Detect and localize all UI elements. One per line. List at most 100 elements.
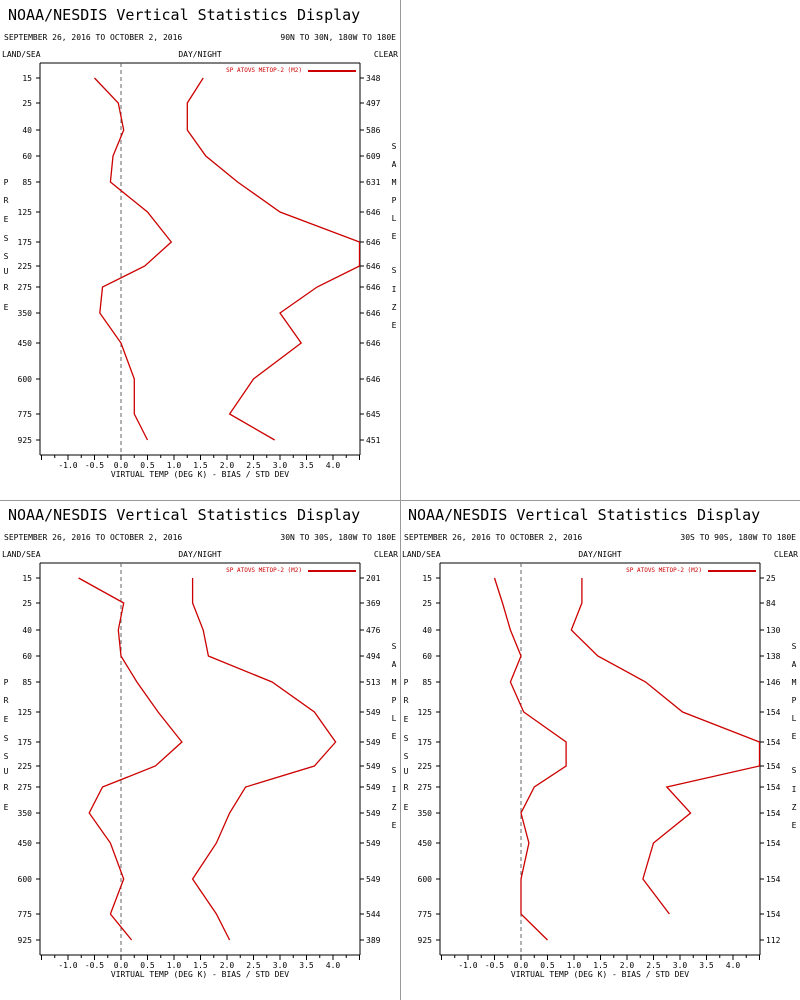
pressure-tick-label: 925 — [418, 936, 433, 945]
pressure-vertical-letter: E — [4, 715, 9, 724]
x-tick-label: 2.5 — [646, 961, 661, 970]
sample-vertical-letter: A — [392, 660, 397, 669]
x-tick-label: 2.0 — [620, 961, 635, 970]
pressure-tick-label: 600 — [18, 875, 33, 884]
x-tick-label: 3.0 — [673, 961, 688, 970]
sample-vertical-letter: S — [392, 642, 397, 651]
pressure-vertical-letter: E — [4, 215, 9, 224]
pressure-tick-label: 60 — [22, 152, 32, 161]
chart-title: NOAA/NESDIS Vertical Statistics Display — [8, 506, 360, 524]
sample-vertical-letter: L — [392, 214, 397, 223]
sample-vertical-letter: A — [392, 160, 397, 169]
pressure-vertical-letter: E — [4, 803, 9, 812]
pressure-vertical-letter: P — [404, 678, 409, 687]
pressure-vertical-letter: E — [4, 303, 9, 312]
sample-size-label: 389 — [366, 936, 381, 945]
sample-size-label: 84 — [766, 599, 776, 608]
pressure-vertical-letter: S — [4, 752, 9, 761]
date-range: SEPTEMBER 26, 2016 TO OCTOBER 2, 2016 — [4, 533, 182, 542]
x-tick-label: 2.0 — [220, 461, 235, 470]
size-vertical-letter: S — [392, 266, 397, 275]
pressure-vertical-letter: U — [4, 267, 9, 276]
pressure-vertical-letter: S — [404, 734, 409, 743]
x-tick-label: 1.5 — [593, 961, 608, 970]
sample-size-label: 25 — [766, 574, 776, 583]
sample-size-label: 451 — [366, 436, 381, 445]
x-tick-label: 1.0 — [567, 961, 582, 970]
chart-svg: NOAA/NESDIS Vertical Statistics Display S… — [402, 506, 798, 979]
sample-size-label: 549 — [366, 708, 381, 717]
pressure-tick-label: 25 — [422, 599, 432, 608]
sample-size-label: 646 — [366, 339, 381, 348]
pressure-vertical-letter: R — [4, 696, 9, 705]
size-vertical-letter: I — [392, 785, 397, 794]
sample-size-label: 646 — [366, 238, 381, 247]
pressure-vertical-letter: R — [4, 196, 9, 205]
pressure-vertical-letter: E — [404, 715, 409, 724]
pressure-tick-label: 60 — [422, 652, 432, 661]
x-tick-label: -1.0 — [58, 461, 77, 470]
x-tick-label: 0.0 — [114, 961, 129, 970]
pressure-vertical-letter: R — [4, 283, 9, 292]
bias-line — [493, 577, 567, 941]
x-tick-label: 0.5 — [540, 961, 555, 970]
legend-label: SP ATOVS METOP-2 (M2) — [626, 567, 702, 574]
pressure-vertical-letter: R — [404, 783, 409, 792]
sample-size-label: 549 — [366, 762, 381, 771]
pressure-tick-label: 175 — [418, 738, 433, 747]
pressure-tick-label: 85 — [22, 678, 32, 687]
sample-vertical-letter: A — [792, 660, 797, 669]
pressure-vertical-letter: P — [4, 678, 9, 687]
bias-line — [78, 577, 183, 941]
land-sea-label: LAND/SEA — [2, 50, 41, 59]
pressure-tick-label: 450 — [418, 839, 433, 848]
pressure-tick-label: 25 — [22, 99, 32, 108]
sample-size-label: 476 — [366, 626, 381, 635]
chart-panel-2: NOAA/NESDIS Vertical Statistics Display S… — [0, 500, 400, 1000]
std-dev-line — [570, 578, 760, 915]
size-vertical-letter: Z — [392, 803, 397, 812]
size-vertical-letter: I — [792, 785, 797, 794]
panel-divider-horizontal — [0, 500, 800, 501]
sample-size-label: 154 — [766, 783, 781, 792]
chart-panel-1: NOAA/NESDIS Vertical Statistics Display S… — [0, 0, 400, 500]
size-vertical-letter: Z — [792, 803, 797, 812]
pressure-vertical-letter: P — [4, 178, 9, 187]
sample-size-label: 549 — [366, 839, 381, 848]
x-tick-label: -0.5 — [485, 961, 504, 970]
sample-vertical-letter: M — [392, 678, 397, 687]
sample-vertical-letter: L — [392, 714, 397, 723]
pressure-tick-label: 40 — [422, 626, 432, 635]
size-vertical-letter: I — [392, 285, 397, 294]
day-night-label: DAY/NIGHT — [178, 550, 222, 559]
pressure-vertical-letter: R — [4, 783, 9, 792]
pressure-tick-label: 450 — [18, 839, 33, 848]
sample-size-label: 646 — [366, 208, 381, 217]
day-night-label: DAY/NIGHT — [578, 550, 622, 559]
sample-vertical-letter: S — [392, 142, 397, 151]
x-axis-label: VIRTUAL TEMP (DEG K) - BIAS / STD DEV — [511, 970, 689, 979]
size-vertical-letter: E — [792, 821, 797, 830]
sample-size-label: 494 — [366, 652, 381, 661]
pressure-tick-label: 175 — [18, 738, 33, 747]
land-sea-label: LAND/SEA — [402, 550, 441, 559]
x-tick-label: 0.5 — [140, 461, 155, 470]
x-tick-label: 3.0 — [273, 461, 288, 470]
region-label: 30S TO 90S, 180W TO 180E — [680, 533, 796, 542]
sample-size-label: 631 — [366, 178, 381, 187]
sample-size-label: 154 — [766, 738, 781, 747]
pressure-vertical-letter: S — [4, 252, 9, 261]
sample-vertical-letter: M — [392, 178, 397, 187]
x-tick-label: 0.0 — [514, 961, 529, 970]
pressure-tick-label: 775 — [18, 410, 33, 419]
pressure-tick-label: 225 — [18, 262, 33, 271]
pressure-vertical-letter: S — [4, 734, 9, 743]
legend-label: SP ATOVS METOP-2 (M2) — [226, 67, 302, 74]
x-axis-label: VIRTUAL TEMP (DEG K) - BIAS / STD DEV — [111, 470, 289, 479]
sample-size-label: 549 — [366, 783, 381, 792]
sample-size-label: 646 — [366, 283, 381, 292]
sample-size-label: 154 — [766, 839, 781, 848]
pressure-vertical-letter: U — [4, 767, 9, 776]
x-tick-label: 4.0 — [326, 461, 341, 470]
sample-size-label: 112 — [766, 936, 781, 945]
